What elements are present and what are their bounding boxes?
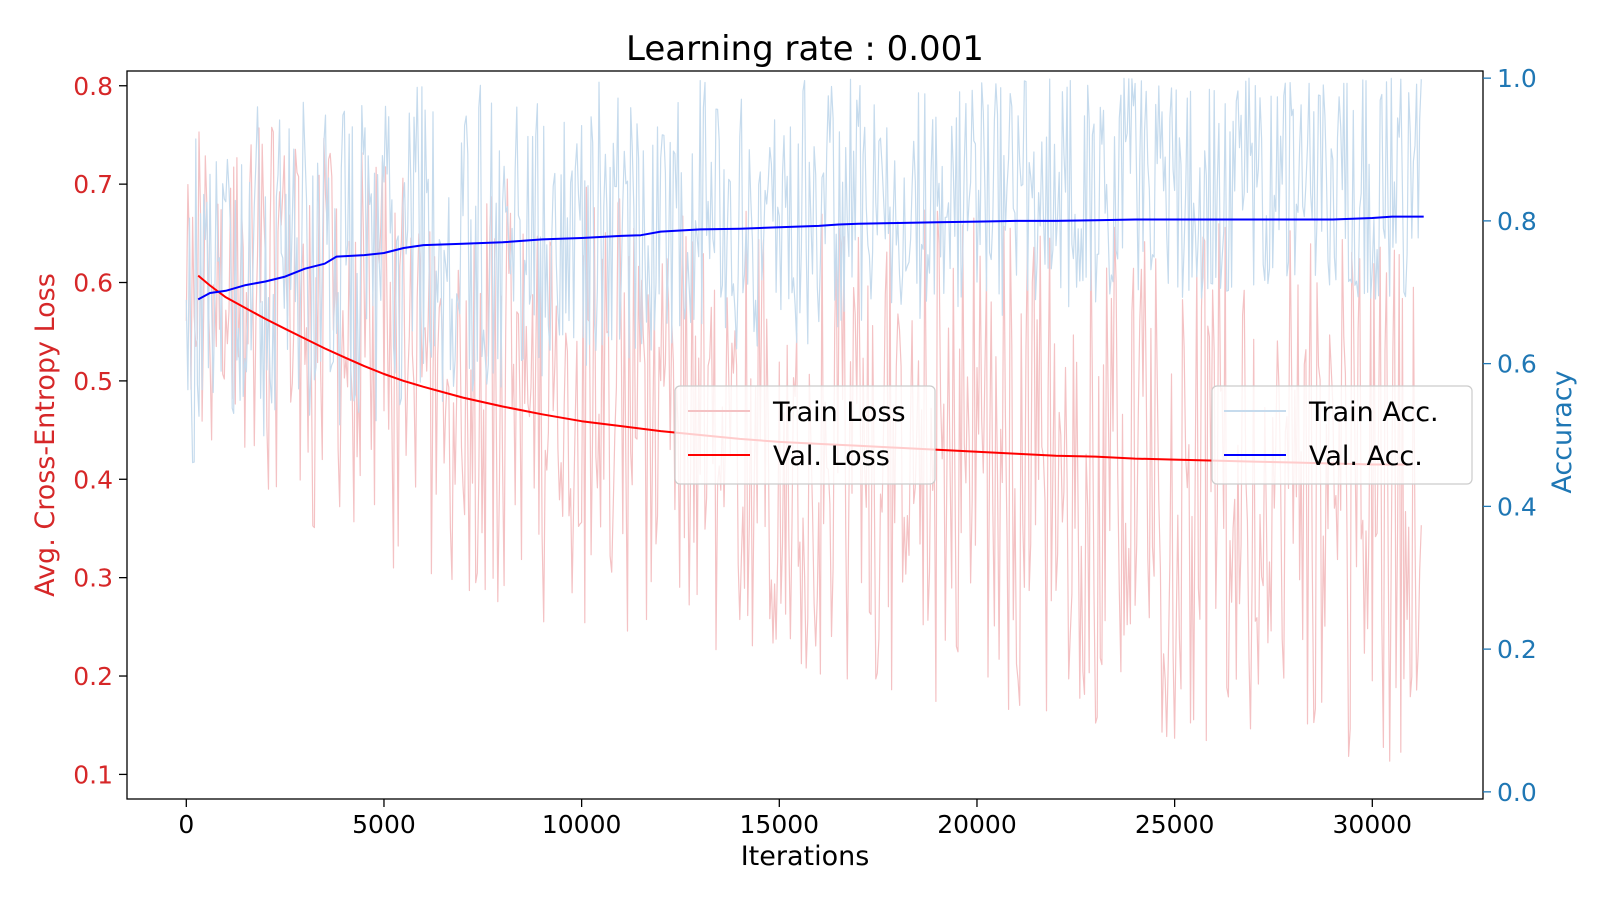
y-right-tick-label: 0.6 [1497,350,1537,379]
plot-frame [126,70,1484,800]
y-left-tick-label: 0.7 [73,170,113,199]
y-right-tick-label: 0.8 [1497,207,1537,236]
legend-train-loss-label: Train Loss [772,397,906,428]
legend-val-acc-label: Val. Acc. [1309,441,1423,472]
y-left-tick-label: 0.5 [73,367,113,396]
y-right-tick-label: 0.0 [1497,778,1537,807]
legend-loss: Train Loss Val. Loss [674,385,936,485]
x-tick-label: 0 [178,810,194,839]
noise-layer [185,77,1422,762]
y-right-axis: 0.0 0.2 0.4 0.6 0.8 1.0 [1483,64,1537,807]
val-acc-line [197,215,1424,301]
x-tick-label: 5000 [352,810,416,839]
train-acc-series [185,77,1422,464]
y-right-tick-label: 1.0 [1497,64,1537,93]
x-tick-label: 25000 [1135,810,1215,839]
x-axis: 0 5000 10000 15000 20000 25000 30000 [178,799,1412,839]
y-right-tick-label: 0.2 [1497,635,1537,664]
y-left-tick-label: 0.3 [73,564,113,593]
x-tick-label: 30000 [1333,810,1413,839]
y-right-axis-title: Accuracy [1547,370,1578,493]
legend-accuracy: Train Acc. Val. Acc. [1211,385,1473,485]
chart-title: Learning rate : 0.001 [626,29,984,69]
y-left-tick-label: 0.1 [73,760,113,789]
y-right-tick-label: 0.4 [1497,492,1537,521]
legend-val-loss-label: Val. Loss [773,441,890,472]
y-left-axis: 0.1 0.2 0.3 0.4 0.5 0.6 0.7 0.8 [73,72,127,789]
x-tick-label: 10000 [542,810,622,839]
x-axis-title: Iterations [741,841,870,872]
y-left-tick-label: 0.4 [73,465,113,494]
legend-train-acc-label: Train Acc. [1308,397,1439,428]
x-tick-label: 20000 [937,810,1017,839]
y-left-tick-label: 0.8 [73,72,113,101]
x-tick-label: 15000 [740,810,820,839]
y-left-axis-title: Avg. Cross-Entropy Loss [30,273,61,597]
train-loss-series [185,126,1422,762]
y-left-tick-label: 0.6 [73,269,113,298]
y-left-tick-label: 0.2 [73,662,113,691]
